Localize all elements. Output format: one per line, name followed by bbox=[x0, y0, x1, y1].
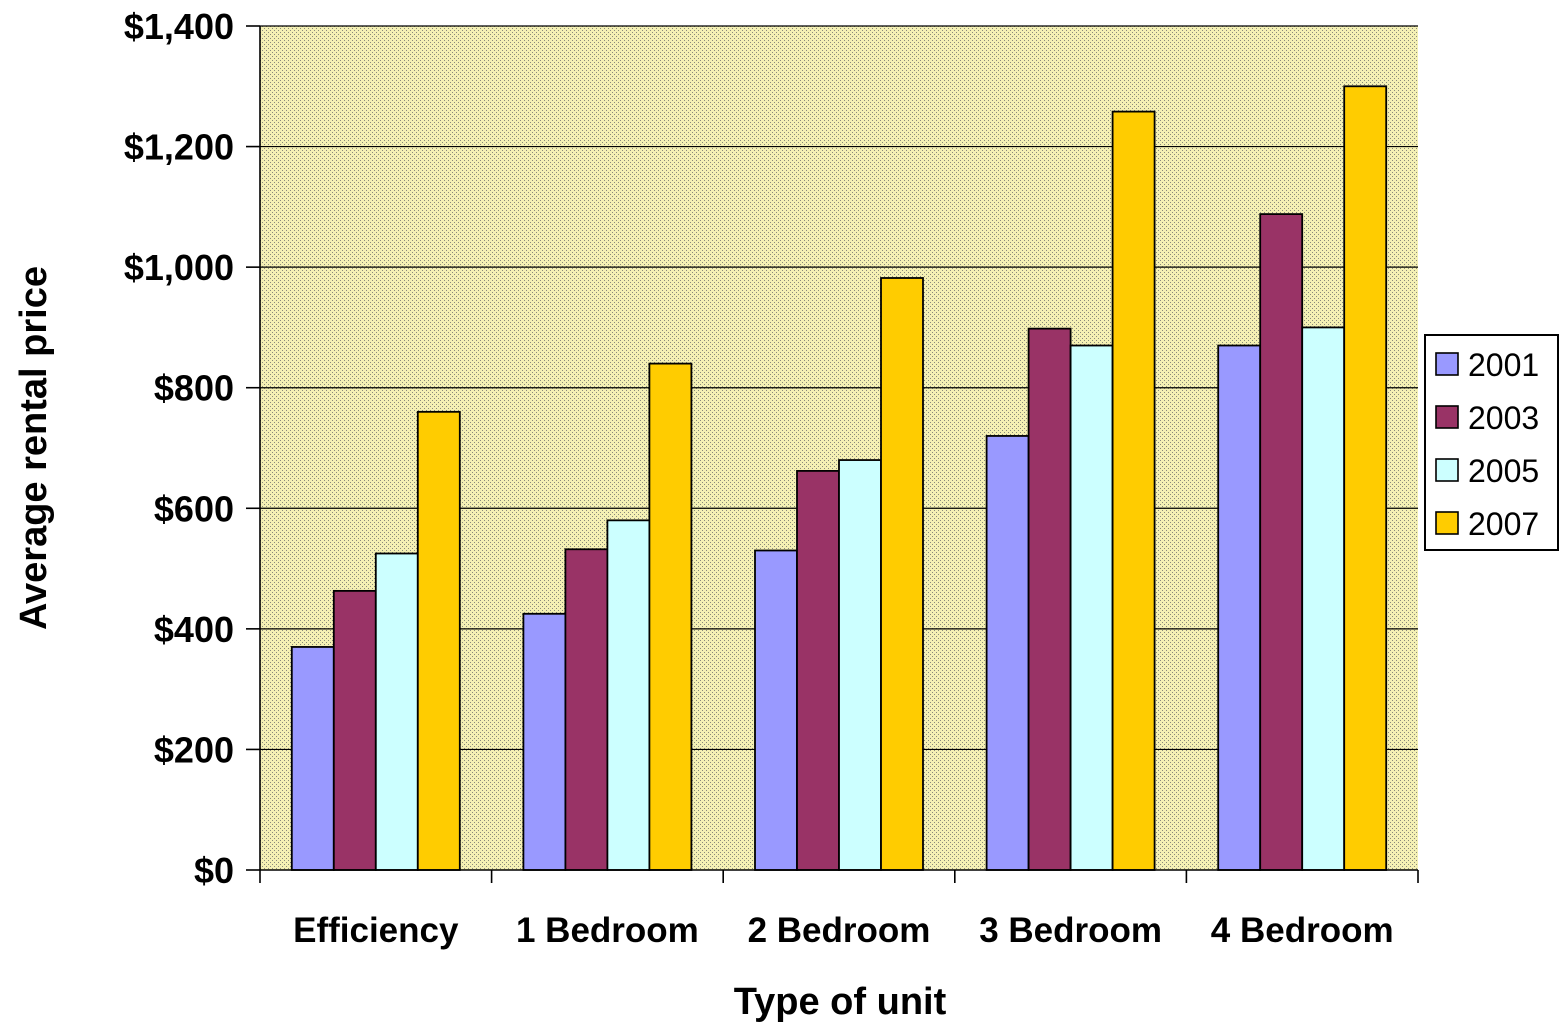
y-axis-label: Average rental price bbox=[13, 266, 55, 630]
legend-swatch bbox=[1435, 511, 1459, 535]
bar-2007-1-bedroom bbox=[648, 362, 693, 871]
bar-2003-1-bedroom bbox=[564, 548, 609, 871]
bar-2001-3-bedroom bbox=[985, 435, 1030, 871]
y-tick-label: $800 bbox=[154, 368, 234, 409]
x-tick-label: 4 Bedroom bbox=[1211, 911, 1394, 950]
y-tick-labels: $0 $200 $400 $600 $800 $1,000 $1,200 $1,400 bbox=[124, 6, 234, 891]
bar-2001-1-bedroom bbox=[522, 612, 567, 871]
bar-2003-efficiency bbox=[332, 589, 377, 871]
bar-2001-2-bedroom bbox=[754, 549, 798, 871]
bar-2003-4-bedroom bbox=[1259, 213, 1304, 871]
x-tick-label: Efficiency bbox=[293, 911, 459, 950]
bar-2007-efficiency bbox=[416, 410, 461, 871]
bar-2003-2-bedroom bbox=[796, 470, 840, 871]
legend-label: 2007 bbox=[1468, 506, 1539, 542]
legend-label: 2005 bbox=[1468, 453, 1539, 489]
y-tick-label: $600 bbox=[154, 488, 234, 529]
axes bbox=[246, 25, 1419, 883]
bar-2007-3-bedroom bbox=[1111, 110, 1156, 871]
y-tick-label: $1,000 bbox=[124, 247, 234, 288]
legend-label: 2001 bbox=[1468, 347, 1539, 383]
y-tick-label: $200 bbox=[154, 729, 234, 770]
bar-2007-4-bedroom bbox=[1343, 85, 1388, 871]
legend-swatch bbox=[1435, 352, 1459, 376]
legend-swatch bbox=[1435, 405, 1459, 429]
x-axis-label: Type of unit bbox=[734, 981, 947, 1023]
bar-2005-efficiency bbox=[374, 552, 419, 871]
y-tick-label: $1,200 bbox=[124, 127, 234, 168]
bar-2005-1-bedroom bbox=[606, 519, 651, 871]
bar-2005-4-bedroom bbox=[1301, 326, 1346, 871]
x-tick-label: 1 Bedroom bbox=[516, 911, 699, 950]
y-tick-label: $400 bbox=[154, 609, 234, 650]
bar-2005-3-bedroom bbox=[1069, 344, 1114, 871]
x-tick-label: 2 Bedroom bbox=[748, 911, 931, 950]
bar-2003-3-bedroom bbox=[1027, 327, 1072, 871]
legend-swatch bbox=[1435, 458, 1459, 482]
bar-2001-efficiency bbox=[290, 646, 335, 871]
legend-label: 2003 bbox=[1468, 400, 1539, 436]
legend: 2001 2003 2005 2007 bbox=[1424, 334, 1559, 551]
bar-2007-2-bedroom bbox=[880, 277, 924, 871]
x-tick-label: 3 Bedroom bbox=[979, 911, 1162, 950]
bar-2005-2-bedroom bbox=[838, 459, 882, 871]
x-tick-labels: Efficiency 1 Bedroom 2 Bedroom 3 Bedroom 4 B… bbox=[293, 911, 1393, 950]
y-tick-label: $0 bbox=[194, 850, 234, 891]
y-tick-label: $1,400 bbox=[124, 6, 234, 47]
bar-2001-4-bedroom bbox=[1217, 344, 1262, 871]
